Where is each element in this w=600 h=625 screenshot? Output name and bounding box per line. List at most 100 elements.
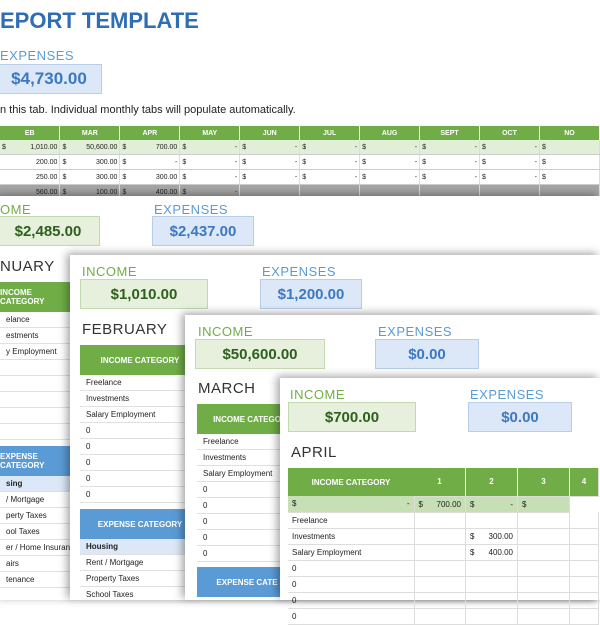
- table-cell[interactable]: $ -: [119, 154, 181, 170]
- table-cell[interactable]: $ -: [479, 169, 540, 185]
- row-label[interactable]: 0: [288, 608, 415, 625]
- list-item[interactable]: 0: [197, 482, 297, 498]
- table-cell[interactable]: [414, 512, 466, 529]
- list-item[interactable]: 0: [197, 546, 297, 562]
- table-cell[interactable]: $300.00: [465, 528, 518, 545]
- list-item[interactable]: [0, 424, 72, 440]
- list-item[interactable]: Freelance: [80, 375, 200, 391]
- table-cell[interactable]: [414, 528, 466, 545]
- table-cell[interactable]: $ -: [419, 169, 480, 185]
- table-cell[interactable]: $: [517, 496, 570, 513]
- table-cell[interactable]: [569, 608, 599, 625]
- table-cell[interactable]: $300.00: [59, 154, 121, 170]
- table-cell[interactable]: [569, 560, 599, 577]
- table-cell[interactable]: $: [539, 140, 600, 155]
- table-cell[interactable]: [465, 560, 518, 577]
- list-item[interactable]: elance: [0, 312, 72, 328]
- row-label[interactable]: Salary Employment: [288, 544, 415, 561]
- list-item[interactable]: tenance: [0, 572, 72, 588]
- list-item[interactable]: estments: [0, 328, 72, 344]
- list-item[interactable]: 0: [80, 423, 200, 439]
- row-label[interactable]: 0: [288, 592, 415, 609]
- row-label[interactable]: 0: [288, 560, 415, 577]
- table-cell[interactable]: $ -: [239, 140, 301, 155]
- table-cell[interactable]: $ -: [359, 169, 421, 185]
- table-cell[interactable]: $ -: [419, 154, 480, 170]
- list-item[interactable]: Freelance: [197, 434, 297, 450]
- table-cell[interactable]: $ -: [179, 169, 241, 185]
- table-cell[interactable]: $ -: [299, 169, 361, 185]
- list-item[interactable]: airs: [0, 556, 72, 572]
- table-cell[interactable]: [569, 512, 599, 529]
- table-cell[interactable]: $50,600.00: [59, 140, 121, 155]
- table-cell[interactable]: $700.00: [414, 496, 466, 513]
- table-cell[interactable]: [414, 560, 466, 577]
- table-cell[interactable]: $: [539, 169, 600, 185]
- table-cell[interactable]: $400.00: [465, 544, 518, 561]
- table-cell[interactable]: [517, 592, 570, 609]
- table-cell[interactable]: $ -: [479, 140, 540, 155]
- list-item[interactable]: perty Taxes: [0, 508, 72, 524]
- list-item[interactable]: 0: [197, 514, 297, 530]
- table-cell[interactable]: $700.00: [119, 140, 181, 155]
- table-cell[interactable]: 250.00: [0, 169, 61, 185]
- table-cell[interactable]: [517, 608, 570, 625]
- table-cell[interactable]: [465, 512, 518, 529]
- list-item[interactable]: Property Taxes: [80, 571, 200, 587]
- table-cell[interactable]: [517, 560, 570, 577]
- table-cell[interactable]: $ -: [479, 154, 540, 170]
- table-cell[interactable]: [569, 528, 599, 545]
- row-label[interactable]: Freelance: [288, 512, 415, 529]
- table-cell[interactable]: $ -: [419, 140, 480, 155]
- list-item[interactable]: Salary Employment: [80, 407, 200, 423]
- table-cell[interactable]: [517, 544, 570, 561]
- table-cell[interactable]: $ -: [299, 154, 361, 170]
- table-cell[interactable]: 200.00: [0, 154, 61, 170]
- table-cell[interactable]: [414, 608, 466, 625]
- table-cell[interactable]: $300.00: [59, 169, 121, 185]
- list-item[interactable]: er / Home Insurance: [0, 540, 72, 556]
- list-item[interactable]: ool Taxes: [0, 524, 72, 540]
- list-item[interactable]: Housing: [80, 539, 200, 555]
- list-item[interactable]: [0, 392, 72, 408]
- list-item[interactable]: / Mortgage: [0, 492, 72, 508]
- list-item[interactable]: School Taxes: [80, 587, 200, 603]
- list-item[interactable]: 0: [80, 455, 200, 471]
- table-cell[interactable]: $ -: [288, 496, 415, 513]
- table-cell[interactable]: $1,010.00: [0, 140, 61, 155]
- table-cell[interactable]: [414, 576, 466, 593]
- table-cell[interactable]: [569, 592, 599, 609]
- table-cell[interactable]: $ -: [359, 154, 421, 170]
- list-item[interactable]: [0, 408, 72, 424]
- list-item[interactable]: 0: [80, 471, 200, 487]
- table-cell[interactable]: $ -: [179, 140, 241, 155]
- list-item[interactable]: 0: [80, 439, 200, 455]
- table-cell[interactable]: $ -: [239, 169, 301, 185]
- table-cell[interactable]: [465, 608, 518, 625]
- table-cell[interactable]: [414, 544, 466, 561]
- list-item[interactable]: Investments: [80, 391, 200, 407]
- list-item[interactable]: 0: [80, 487, 200, 503]
- list-item[interactable]: 0: [197, 498, 297, 514]
- table-cell[interactable]: [517, 512, 570, 529]
- table-cell[interactable]: $ -: [179, 154, 241, 170]
- table-cell[interactable]: [569, 576, 599, 593]
- list-item[interactable]: [0, 376, 72, 392]
- table-cell[interactable]: $: [539, 154, 600, 170]
- list-item[interactable]: sing: [0, 476, 72, 492]
- table-cell[interactable]: $300.00: [119, 169, 181, 185]
- table-cell[interactable]: [414, 592, 466, 609]
- row-label[interactable]: 0: [288, 576, 415, 593]
- table-cell[interactable]: [465, 592, 518, 609]
- table-cell[interactable]: [517, 576, 570, 593]
- row-label[interactable]: Investments: [288, 528, 415, 545]
- table-cell[interactable]: $ -: [299, 140, 361, 155]
- table-cell[interactable]: [517, 528, 570, 545]
- list-item[interactable]: Rent / Mortgage: [80, 555, 200, 571]
- table-cell[interactable]: $ -: [239, 154, 301, 170]
- list-item[interactable]: Investments: [197, 450, 297, 466]
- list-item[interactable]: [0, 360, 72, 376]
- table-cell[interactable]: [569, 544, 599, 561]
- table-cell[interactable]: [465, 576, 518, 593]
- list-item[interactable]: 0: [197, 530, 297, 546]
